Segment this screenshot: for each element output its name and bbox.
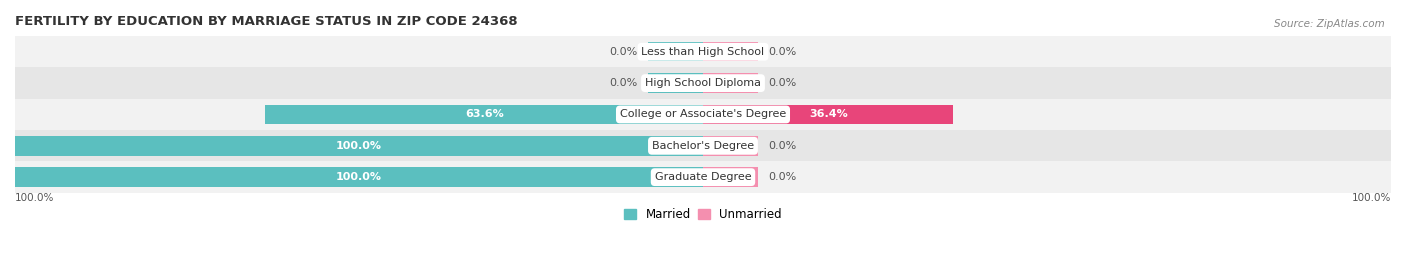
Bar: [648, 42, 703, 62]
Bar: [648, 73, 703, 93]
Bar: [266, 105, 703, 124]
Text: College or Associate's Degree: College or Associate's Degree: [620, 109, 786, 119]
Text: 36.4%: 36.4%: [808, 109, 848, 119]
Text: 0.0%: 0.0%: [768, 172, 797, 182]
Bar: [15, 136, 703, 155]
Text: FERTILITY BY EDUCATION BY MARRIAGE STATUS IN ZIP CODE 24368: FERTILITY BY EDUCATION BY MARRIAGE STATU…: [15, 15, 517, 28]
Bar: [703, 105, 953, 124]
Text: Source: ZipAtlas.com: Source: ZipAtlas.com: [1274, 19, 1385, 29]
Text: 0.0%: 0.0%: [609, 47, 638, 57]
Bar: [15, 36, 1391, 68]
Bar: [15, 68, 1391, 99]
Bar: [15, 161, 1391, 193]
Bar: [15, 99, 1391, 130]
Text: Less than High School: Less than High School: [641, 47, 765, 57]
Bar: [15, 167, 703, 187]
Text: Graduate Degree: Graduate Degree: [655, 172, 751, 182]
Text: 0.0%: 0.0%: [768, 141, 797, 151]
Bar: [703, 167, 758, 187]
Bar: [15, 130, 1391, 161]
Text: 100.0%: 100.0%: [1351, 193, 1391, 203]
Text: 100.0%: 100.0%: [336, 141, 382, 151]
Text: 100.0%: 100.0%: [336, 172, 382, 182]
Text: High School Diploma: High School Diploma: [645, 78, 761, 88]
Bar: [703, 42, 758, 62]
Text: 100.0%: 100.0%: [15, 193, 55, 203]
Text: 0.0%: 0.0%: [768, 47, 797, 57]
Text: 0.0%: 0.0%: [609, 78, 638, 88]
Bar: [703, 136, 758, 155]
Legend: Married, Unmarried: Married, Unmarried: [624, 208, 782, 221]
Bar: [703, 73, 758, 93]
Text: 0.0%: 0.0%: [768, 78, 797, 88]
Text: 63.6%: 63.6%: [465, 109, 503, 119]
Text: Bachelor's Degree: Bachelor's Degree: [652, 141, 754, 151]
